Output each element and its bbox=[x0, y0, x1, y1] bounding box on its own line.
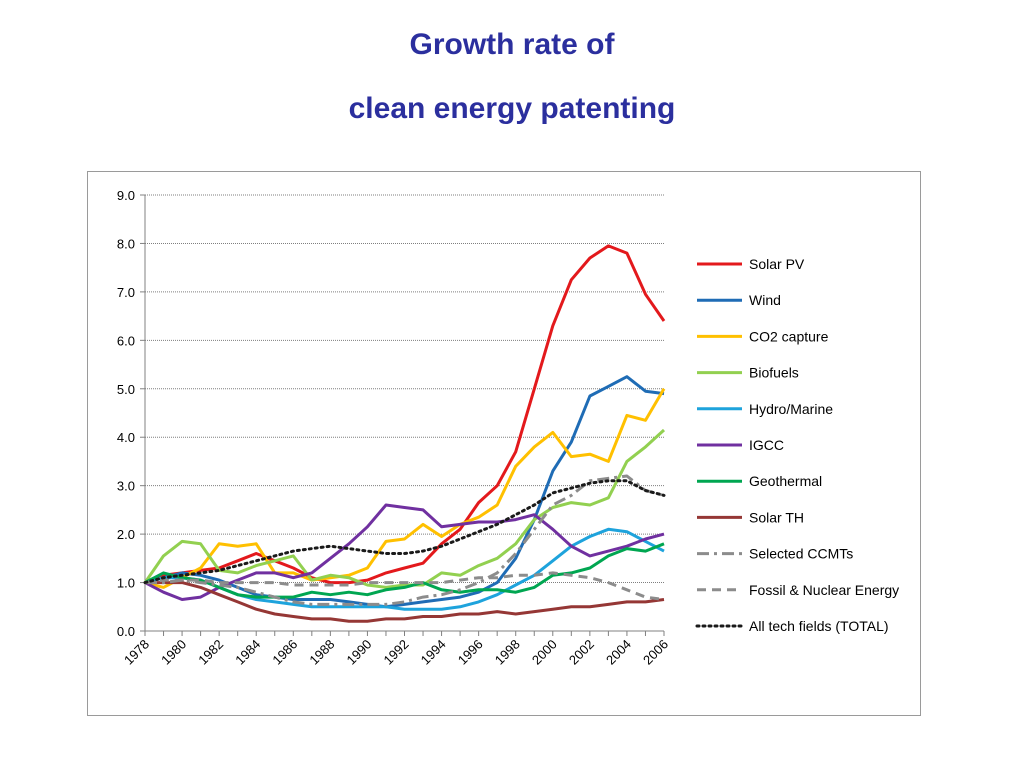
y-tick-label: 8.0 bbox=[117, 236, 135, 251]
x-tick-label: 1984 bbox=[232, 637, 263, 668]
x-tick-label: 1980 bbox=[158, 637, 189, 668]
series-line-igcc bbox=[144, 503, 665, 601]
series-line-biofuels bbox=[143, 428, 666, 589]
x-tick-label: 2006 bbox=[640, 637, 671, 668]
legend-label: Fossil & Nuclear Energy bbox=[749, 582, 899, 598]
y-tick-label: 4.0 bbox=[117, 430, 135, 445]
x-tick-label: 1982 bbox=[195, 637, 226, 668]
chart-title-line-2: clean energy patenting bbox=[348, 92, 676, 125]
series-line-all-tech-fields-total bbox=[143, 479, 666, 585]
legend: Solar PV Wind CO2 capture Biofuels Hydro/Mar… bbox=[695, 256, 899, 634]
y-tick-label: 2.0 bbox=[117, 527, 135, 542]
legend-label: Solar TH bbox=[749, 509, 804, 525]
x-tick-label: 1996 bbox=[455, 637, 486, 668]
x-tick-label: 1978 bbox=[121, 637, 152, 668]
legend-label: Selected CCMTs bbox=[749, 546, 853, 562]
series-line-co2-capture bbox=[144, 388, 666, 589]
series-lines bbox=[143, 244, 666, 623]
x-tick-label: 1986 bbox=[269, 637, 300, 668]
y-tick-label: 3.0 bbox=[117, 479, 135, 494]
legend-label: Hydro/Marine bbox=[749, 401, 833, 417]
x-tick-label: 1994 bbox=[418, 637, 449, 668]
legend-label: Biofuels bbox=[749, 365, 799, 381]
y-tick-label: 7.0 bbox=[117, 285, 135, 300]
legend-label: CO2 capture bbox=[749, 328, 829, 344]
series-line-solar-th bbox=[145, 581, 665, 623]
series-line-solar-pv bbox=[144, 244, 666, 585]
y-tick-label: 5.0 bbox=[117, 382, 135, 397]
grid-lines bbox=[145, 194, 664, 584]
y-tick-label: 6.0 bbox=[117, 333, 135, 348]
x-tick-label: 2000 bbox=[529, 637, 560, 668]
legend-label: All tech fields (TOTAL) bbox=[749, 618, 889, 634]
x-tick-label: 1988 bbox=[306, 637, 337, 668]
y-tick-label: 9.0 bbox=[117, 188, 135, 203]
y-tick-label: 0.0 bbox=[117, 624, 135, 639]
chart-title-line-1: Growth rate of bbox=[409, 28, 615, 61]
x-tick-label: 1998 bbox=[492, 637, 523, 668]
legend-label: Geothermal bbox=[749, 473, 822, 489]
legend-label: Solar PV bbox=[749, 256, 805, 272]
legend-label: IGCC bbox=[749, 437, 784, 453]
chart-frame: 0.0 1.0 2.0 3.0 4.0 5.0 6.0 7.0 8.0 9.0 1978 1980 19… bbox=[87, 171, 921, 716]
x-tick-label: 2004 bbox=[603, 637, 634, 668]
series-line-geothermal bbox=[144, 542, 665, 599]
legend-label: Wind bbox=[749, 292, 781, 308]
y-tick-label: 1.0 bbox=[117, 576, 135, 591]
x-tick-label: 2002 bbox=[566, 637, 597, 668]
series-line-fossil-nuclear-energy bbox=[144, 571, 665, 601]
x-tick-label: 1992 bbox=[381, 637, 412, 668]
series-line-wind bbox=[144, 375, 665, 609]
x-tick-label: 1990 bbox=[343, 637, 374, 668]
series-line-selected-ccmts bbox=[145, 474, 665, 606]
